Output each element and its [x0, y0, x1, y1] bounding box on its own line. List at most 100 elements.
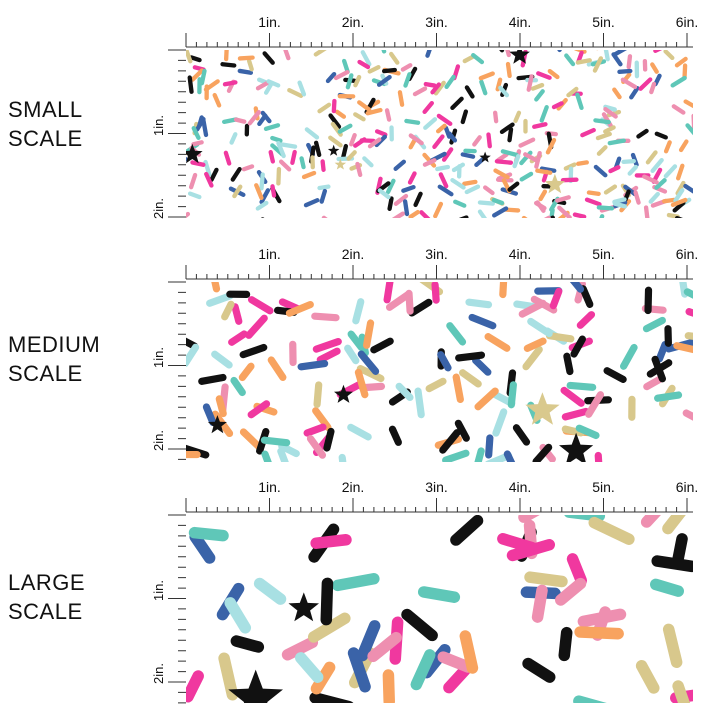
sprinkle — [486, 132, 492, 149]
sprinkle — [393, 159, 407, 171]
sprinkle — [356, 365, 385, 383]
sprinkle — [247, 400, 271, 419]
sprinkle — [310, 534, 352, 549]
sprinkle — [643, 205, 650, 218]
sprinkle — [627, 164, 639, 176]
sprinkle — [385, 178, 396, 195]
sprinkle — [638, 77, 653, 91]
sprinkle — [347, 647, 371, 693]
sprinkle — [558, 626, 573, 662]
sprinkle — [673, 342, 693, 354]
sprinkle — [513, 110, 522, 123]
sprinkle — [518, 137, 536, 148]
sprinkle — [460, 152, 476, 159]
sprinkle — [435, 123, 447, 134]
sprinkle — [459, 630, 479, 674]
ruler-top-label: 5in. — [592, 14, 615, 30]
ruler-top-label: 4in. — [508, 246, 532, 262]
sprinkle — [603, 50, 610, 62]
sprinkle — [297, 80, 307, 97]
sprinkle — [684, 332, 693, 340]
sprinkle — [280, 142, 298, 149]
sprinkle — [530, 82, 545, 91]
sprinkle — [527, 317, 553, 338]
sprinkle — [262, 51, 275, 65]
star — [544, 173, 566, 194]
sprinkle — [283, 50, 291, 61]
sprinkle — [331, 572, 380, 592]
sprinkle — [531, 584, 548, 623]
sprinkle — [259, 188, 271, 205]
sprinkle — [377, 188, 391, 200]
star — [525, 392, 560, 425]
sprinkle — [270, 135, 283, 143]
sprinkle — [353, 137, 367, 148]
sprinkle — [347, 423, 372, 441]
sprinkle — [346, 150, 357, 161]
sprinkle — [507, 127, 514, 143]
sprinkle — [189, 55, 202, 63]
sprinkle — [209, 167, 219, 182]
sprinkle — [266, 79, 281, 88]
sprinkle — [519, 171, 534, 182]
sprinkle — [437, 651, 474, 673]
sprinkle — [593, 118, 611, 125]
sprinkle — [395, 382, 414, 402]
sprinkle — [191, 140, 204, 147]
sprinkle — [328, 135, 343, 148]
sprinkle — [260, 436, 291, 447]
sprinkle — [413, 191, 423, 208]
sprinkle — [333, 69, 350, 81]
sprinkle — [478, 71, 495, 81]
sprinkle — [353, 74, 362, 88]
sprinkle — [629, 85, 640, 100]
sprinkle — [367, 631, 402, 663]
ruler-top-label: 3in. — [425, 479, 448, 495]
sprinkle — [382, 669, 395, 703]
scale-label-line2: SCALE — [8, 599, 83, 624]
star — [186, 143, 203, 164]
sprinkle — [524, 571, 568, 588]
sprinkle — [337, 123, 353, 134]
sprinkle — [495, 77, 503, 92]
sprinkle — [239, 343, 268, 359]
sprinkle — [535, 168, 553, 175]
sprinkle — [585, 391, 605, 418]
sprinkle — [397, 90, 405, 107]
sprinkle — [295, 652, 324, 683]
sprinkle — [491, 197, 505, 206]
sprinkle — [345, 73, 354, 90]
sprinkle — [551, 101, 564, 110]
sprinkle — [499, 282, 508, 299]
sprinkle — [187, 191, 202, 200]
sprinkle — [563, 352, 574, 376]
sprinkle — [459, 369, 482, 388]
sprinkle — [417, 586, 461, 603]
sprinkle — [534, 89, 545, 102]
sprinkle — [539, 105, 549, 123]
sprinkle — [683, 183, 693, 194]
sprinkle — [435, 164, 451, 172]
sprinkle — [202, 403, 217, 426]
sprinkle — [410, 649, 436, 691]
sprinkle — [672, 200, 686, 213]
sprinkle — [607, 138, 626, 146]
sprinkle — [579, 285, 594, 308]
sprinkle — [498, 85, 510, 98]
sprinkle — [423, 117, 438, 130]
sprinkle — [538, 189, 548, 202]
sprinkle — [301, 170, 317, 180]
sprinkle — [564, 515, 606, 522]
sprinkle — [267, 356, 287, 381]
sprinkle — [356, 620, 381, 662]
sprinkle — [232, 184, 243, 199]
sprinkle — [433, 80, 446, 96]
ruler-top-label: 5in. — [592, 246, 615, 262]
sprinkle — [422, 158, 437, 167]
star — [207, 415, 227, 434]
sprinkle — [357, 350, 380, 375]
sprinkle — [464, 85, 475, 99]
sprinkle — [187, 75, 194, 94]
sprinkle — [655, 341, 669, 363]
sprinkle — [455, 351, 486, 362]
